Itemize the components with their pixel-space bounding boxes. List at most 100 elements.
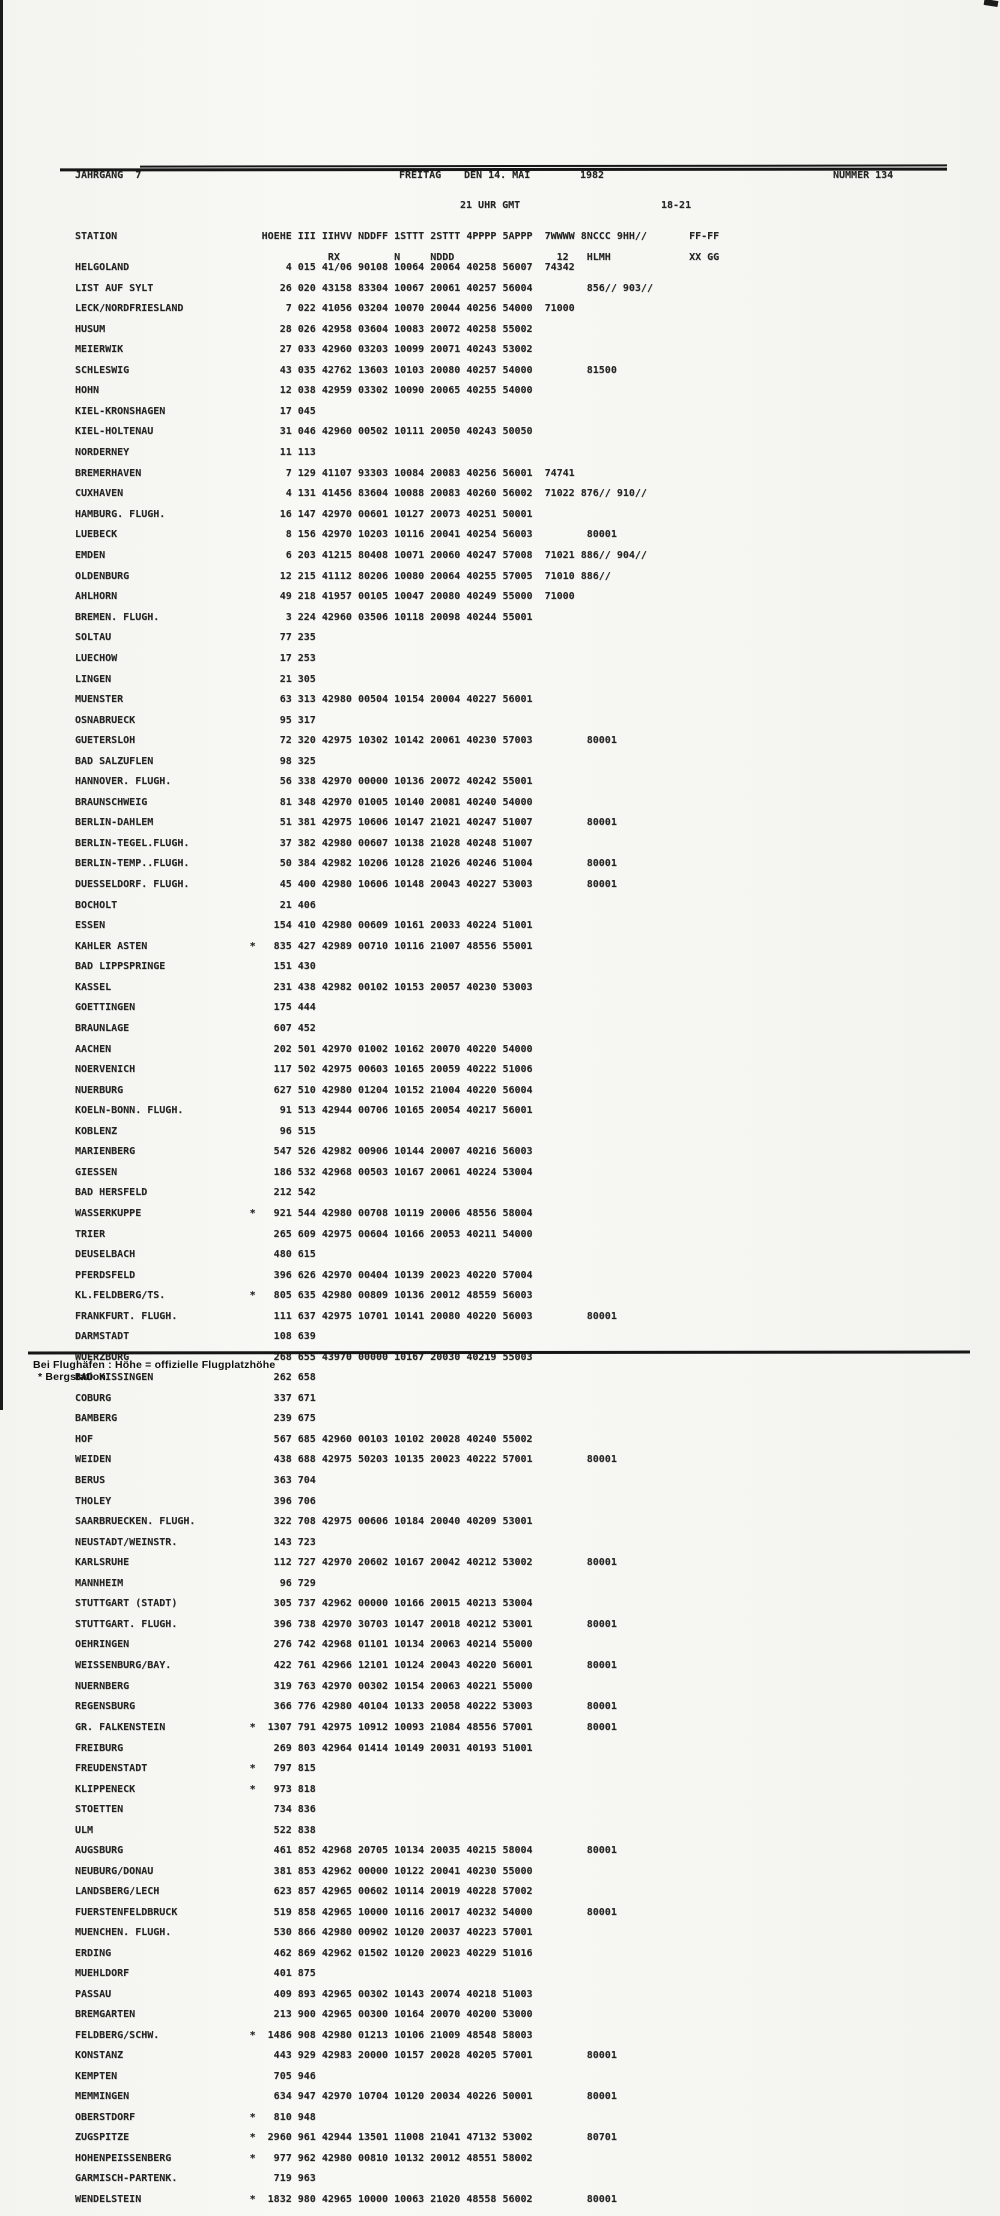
table-row: LINGEN 21 305 bbox=[75, 673, 316, 685]
table-row: HANNOVER. FLUGH. 56 338 42970 00000 1013… bbox=[75, 776, 533, 787]
table-row: FRANKFURT. FLUGH. 111 637 42975 10701 10… bbox=[75, 1310, 617, 1322]
table-row: BERLIN-TEMP..FLUGH. 50 384 42982 10206 1… bbox=[75, 858, 617, 869]
station-block: BERUS 363 704 THOLEY 396 706 SAARBRUECKEN.… bbox=[75, 1475, 653, 1651]
table-row: MANNHEIM 96 729 bbox=[75, 1577, 316, 1589]
station-block: NORDERNEY 11 113 BREMERHAVEN 7 129 41107 … bbox=[75, 447, 653, 541]
table-row: THOLEY 396 706 bbox=[75, 1495, 316, 1507]
table-row: KASSEL 231 438 42982 00102 10153 20057 4… bbox=[75, 981, 533, 993]
footer-legend-flughafen: Bei Flughäfen : Höhe = offizielle Flugpl… bbox=[33, 1359, 276, 1371]
table-row: FUERSTENFELDBRUCK 519 858 42965 10000 10… bbox=[75, 1906, 617, 1918]
table-row: REGENSBURG 366 776 42980 40104 10133 200… bbox=[75, 1701, 617, 1712]
table-row: GIESSEN 186 532 42968 00503 10167 20061 … bbox=[75, 1166, 533, 1178]
table-header-row-2: RX N NDDD 12 HLMH XX GG bbox=[75, 251, 720, 263]
table-row: FELDBERG/SCHW. * 1486 908 42980 01213 10… bbox=[75, 2029, 533, 2041]
table-row: DARMSTADT 108 639 bbox=[75, 1331, 316, 1342]
table-row: PFERDSFELD 396 626 42970 00404 10139 200… bbox=[75, 1269, 533, 1281]
table-row: HUSUM 28 026 42958 03604 10083 20072 402… bbox=[75, 323, 533, 335]
table-row: MARIENBERG 547 526 42982 00906 10144 200… bbox=[75, 1146, 533, 1157]
table-column-headers: STATION HOEHE III IIHVV NDDFF 1STTT 2STT… bbox=[75, 222, 719, 273]
table-row: BERLIN-TEGEL.FLUGH. 37 382 42980 00607 1… bbox=[75, 837, 533, 849]
station-report-table: HELGOLAND 4 015 41/06 90108 10064 20064 … bbox=[75, 253, 653, 2216]
masthead-datum: DEN 14. MAI bbox=[464, 170, 531, 181]
table-row: ERDING 462 869 42962 01502 10120 20023 4… bbox=[75, 1947, 533, 1959]
table-row: KLIPPENECK * 973 818 bbox=[75, 1783, 316, 1795]
table-row: NUERNBERG 319 763 42970 00302 10154 2006… bbox=[75, 1680, 533, 1692]
table-row: WASSERKUPPE * 921 544 42980 00708 10119 … bbox=[75, 1207, 533, 1219]
table-row: DUESSELDORF. FLUGH. 45 400 42980 10606 1… bbox=[75, 879, 617, 890]
table-row: BAD KISSINGEN 262 658 bbox=[75, 1372, 316, 1383]
station-block: HELGOLAND 4 015 41/06 90108 10064 20064 … bbox=[75, 262, 653, 438]
table-row: BAMBERG 239 675 bbox=[75, 1413, 316, 1424]
table-row: NEUSTADT/WEINSTR. 143 723 bbox=[75, 1536, 316, 1548]
corner-scan-artifact bbox=[983, 0, 999, 8]
table-row: LANDSBERG/LECH 623 857 42965 00602 10114… bbox=[75, 1886, 533, 1897]
table-row: BREMEN. FLUGH. 3 224 42960 03506 10118 2… bbox=[75, 611, 533, 623]
table-row: NORDERNEY 11 113 bbox=[75, 447, 316, 458]
table-row: DEUSELBACH 480 615 bbox=[75, 1249, 316, 1260]
table-row: LECK/NORDFRIESLAND 7 022 41056 03204 100… bbox=[75, 303, 575, 314]
table-row: AACHEN 202 501 42970 01002 10162 20070 4… bbox=[75, 1043, 533, 1055]
table-row: HAMBURG. FLUGH. 16 147 42970 00601 10127… bbox=[75, 508, 533, 520]
table-row: LUECHOW 17 253 bbox=[75, 652, 316, 664]
station-block: WEISSENBURG/BAY. 422 761 42966 12101 101… bbox=[75, 1660, 653, 1733]
table-row: GARMISCH-PARTENK. 719 963 bbox=[75, 2173, 316, 2184]
table-row: GR. FALKENSTEIN * 1307 791 42975 10912 1… bbox=[75, 1721, 617, 1733]
table-row: LUEBECK 8 156 42970 10203 10116 20041 40… bbox=[75, 529, 617, 540]
station-block: DUESSELDORF. FLUGH. 45 400 42980 10606 1… bbox=[75, 879, 653, 1034]
table-row: GUETERSLOH 72 320 42975 10302 10142 2006… bbox=[75, 735, 617, 746]
table-row: KEMPTEN 705 946 bbox=[75, 2070, 316, 2082]
table-row: NUERBURG 627 510 42980 01204 10152 21004… bbox=[75, 1084, 533, 1096]
table-row: KONSTANZ 443 929 42983 20000 10157 20028… bbox=[75, 2050, 617, 2061]
table-row: BAD LIPPSPRINGE 151 430 bbox=[75, 961, 316, 972]
table-row: BRAUNLAGE 607 452 bbox=[75, 1022, 316, 1034]
table-row: WEISSENBURG/BAY. 422 761 42966 12101 101… bbox=[75, 1660, 617, 1671]
table-row: KIEL-HOLTENAU 31 046 42960 00502 10111 2… bbox=[75, 426, 533, 437]
table-row: COBURG 337 671 bbox=[75, 1392, 316, 1404]
masthead-jahr: 1982 bbox=[580, 170, 605, 181]
table-row: HELGOLAND 4 015 41/06 90108 10064 20064 … bbox=[75, 262, 575, 273]
table-row: TRIER 265 609 42975 00604 10166 20053 40… bbox=[75, 1228, 533, 1240]
station-block: FREIBURG 269 803 42964 01414 10149 20031… bbox=[75, 1742, 653, 2206]
table-row: BERLIN-DAHLEM 51 381 42975 10606 10147 2… bbox=[75, 817, 617, 828]
table-row: BREMERHAVEN 7 129 41107 93303 10084 2008… bbox=[75, 467, 575, 479]
table-row: PASSAU 409 893 42965 00302 10143 20074 4… bbox=[75, 1988, 533, 2000]
observation-period-label: 18-21 bbox=[661, 200, 692, 211]
station-block: TRIER 265 609 42975 00604 10166 20053 40… bbox=[75, 1228, 653, 1466]
table-row: AHLHORN 49 218 41957 00105 10047 20080 4… bbox=[75, 591, 575, 602]
table-row: OBERSTDORF * 810 948 bbox=[75, 2111, 316, 2123]
table-row: MEIERWIK 27 033 42960 03203 10099 20071 … bbox=[75, 344, 533, 355]
table-header-row-1: STATION HOEHE III IIHVV NDDFF 1STTT 2STT… bbox=[75, 231, 720, 242]
table-row: HOHENPEISSENBERG * 977 962 42980 00810 1… bbox=[75, 2152, 533, 2164]
table-row: STUTTGART (STADT) 305 737 42962 00000 10… bbox=[75, 1598, 533, 1609]
table-row: ESSEN 154 410 42980 00609 10161 20033 40… bbox=[75, 920, 533, 931]
station-block: AACHEN 202 501 42970 01002 10162 20070 4… bbox=[75, 1043, 653, 1220]
table-row: KARLSRUHE 112 727 42970 20602 10167 2004… bbox=[75, 1557, 617, 1568]
table-row: GOETTINGEN 175 444 bbox=[75, 1002, 316, 1013]
table-row: BRAUNSCHWEIG 81 348 42970 01005 10140 20… bbox=[75, 796, 533, 808]
table-row: CUXHAVEN 4 131 41456 83604 10088 20083 4… bbox=[75, 488, 647, 499]
masthead-nummer: NUMMER 134 bbox=[833, 170, 894, 181]
table-row: BOCHOLT 21 406 bbox=[75, 899, 316, 911]
table-row: FREIBURG 269 803 42964 01414 10149 20031… bbox=[75, 1742, 533, 1754]
table-row: NEUBURG/DONAU 381 853 42962 00000 10122 … bbox=[75, 1865, 533, 1877]
table-row: AUGSBURG 461 852 42968 20705 10134 20035… bbox=[75, 1845, 617, 1856]
table-row: MUEHLDORF 401 875 bbox=[75, 1968, 316, 1979]
station-block: LINGEN 21 305 MUENSTER 63 313 42980 00504… bbox=[75, 673, 653, 870]
table-row: MEMMINGEN 634 947 42970 10704 10120 2003… bbox=[75, 2091, 617, 2102]
table-row: SCHLESWIG 43 035 42762 13603 10103 20080… bbox=[75, 364, 617, 376]
table-row: WEIDEN 438 688 42975 50203 10135 20023 4… bbox=[75, 1454, 617, 1465]
table-row: FREUDENSTADT * 797 815 bbox=[75, 1763, 316, 1774]
table-row: MUENSTER 63 313 42980 00504 10154 20004 … bbox=[75, 694, 533, 705]
table-row: NOERVENICH 117 502 42975 00603 10165 200… bbox=[75, 1064, 533, 1075]
table-row: STOETTEN 734 836 bbox=[75, 1804, 316, 1815]
table-row: OLDENBURG 12 215 41112 80206 10080 20064… bbox=[75, 570, 611, 582]
table-row: EMDEN 6 203 41215 80408 10071 20060 4024… bbox=[75, 550, 647, 561]
masthead-wochentag: FREITAG bbox=[399, 170, 442, 181]
table-row: BERUS 363 704 bbox=[75, 1475, 316, 1486]
table-row: KOELN-BONN. FLUGH. 91 513 42944 00706 10… bbox=[75, 1105, 533, 1116]
table-row: OSNABRUECK 95 317 bbox=[75, 714, 316, 726]
bottom-rule bbox=[27, 1350, 971, 1355]
table-row: SAARBRUECKEN. FLUGH. 322 708 42975 00606… bbox=[75, 1516, 533, 1527]
left-edge-scan-artifact bbox=[0, 0, 3, 1410]
table-row: MUENCHEN. FLUGH. 530 866 42980 00902 101… bbox=[75, 1927, 533, 1938]
